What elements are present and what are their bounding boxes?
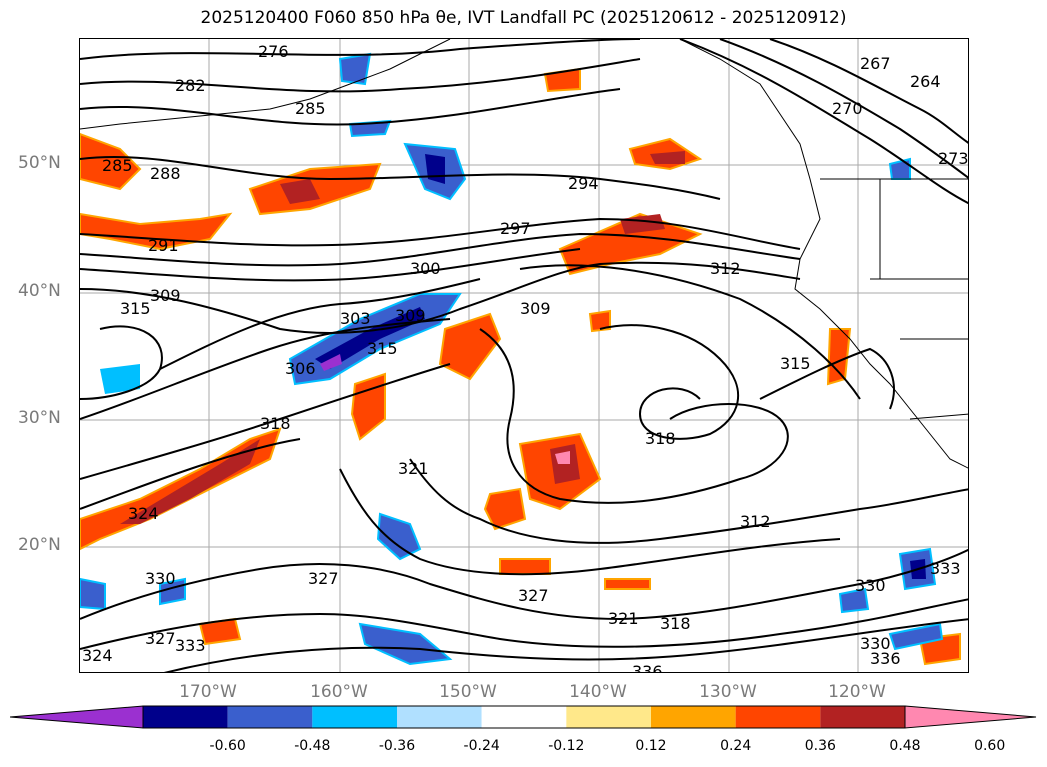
- contour-label: 324: [82, 646, 113, 665]
- contour-label: 318: [260, 414, 291, 433]
- colorbar-segment: [651, 706, 736, 728]
- lon-label: 160°W: [310, 682, 368, 702]
- contour-label: 285: [295, 99, 326, 118]
- contour-label: 303: [340, 309, 371, 328]
- colorbar-tick-label: -0.24: [463, 738, 500, 754]
- colorbar-tick-label: 0.48: [889, 738, 921, 754]
- contour-label: 312: [710, 259, 741, 278]
- lat-label: 50°N: [18, 153, 61, 173]
- map-title: 2025120400 F060 850 hPa θe, IVT Landfall…: [200, 8, 847, 28]
- contour-label: 321: [398, 459, 429, 478]
- contour-label: 321: [608, 609, 639, 628]
- contour-label: 264: [910, 72, 941, 91]
- colorbar-segment: [227, 706, 313, 728]
- contour-label: 330: [145, 569, 176, 588]
- lon-label: 140°W: [569, 682, 627, 702]
- lon-label: 120°W: [828, 682, 886, 702]
- lon-label: 130°W: [699, 682, 757, 702]
- contour-label: 285: [102, 156, 133, 175]
- contour-label: 336: [632, 662, 663, 673]
- colorbar-extend-high: [904, 705, 1037, 729]
- contour-label: 333: [175, 636, 206, 655]
- colorbar-tick-label: 0.12: [635, 738, 667, 754]
- colorbar-tick-label: -0.60: [209, 738, 246, 754]
- contour-labels: 276 282 285 288 285 291 294 297 300 303 …: [82, 42, 969, 673]
- contour-label: 333: [930, 559, 961, 578]
- contour-label: 315: [780, 354, 811, 373]
- colorbar: [10, 705, 1037, 729]
- contour-label: 327: [145, 629, 176, 648]
- contour-label: 309: [150, 286, 181, 305]
- contour-label: 273: [938, 149, 969, 168]
- contour-label: 309: [520, 299, 551, 318]
- contour-label: 267: [860, 54, 891, 73]
- coastlines: [80, 39, 968, 469]
- contour-label: 300: [410, 259, 441, 278]
- contour-label: 309: [395, 306, 426, 325]
- map-canvas: 276 282 285 288 285 291 294 297 300 303 …: [80, 39, 969, 673]
- contour-label: 327: [518, 586, 549, 605]
- lon-label: 170°W: [179, 682, 237, 702]
- colorbar-tick-label: -0.12: [548, 738, 585, 754]
- lat-label: 20°N: [18, 535, 61, 555]
- colorbar-tick-label: -0.48: [294, 738, 331, 754]
- contour-label: 276: [258, 42, 289, 61]
- colorbar-segment: [397, 706, 482, 728]
- lon-label: 150°W: [439, 682, 497, 702]
- contour-label: 297: [500, 219, 531, 238]
- contour-label: 306: [285, 359, 316, 378]
- colorbar-tick-label: 0.36: [804, 738, 836, 754]
- lat-label: 40°N: [18, 281, 61, 301]
- negative-pc-shading: [80, 52, 944, 666]
- colorbar-segment: [143, 706, 228, 728]
- contour-label: 270: [832, 99, 863, 118]
- colorbar-segment: [481, 706, 567, 728]
- colorbar-segment: [566, 706, 651, 728]
- contour-label: 315: [367, 339, 398, 358]
- contour-label: 318: [645, 429, 676, 448]
- contour-label: 318: [660, 614, 691, 633]
- colorbar-segment: [312, 706, 397, 728]
- colorbar-segment: [735, 706, 821, 728]
- colorbar-tick-label: 0.24: [720, 738, 752, 754]
- colorbar-tick-label: -0.36: [378, 738, 416, 754]
- contour-label: 324: [128, 504, 159, 523]
- positive-pc-shading: [80, 67, 961, 666]
- colorbar-frame: [142, 705, 906, 729]
- colorbar-segment: [820, 706, 905, 728]
- colorbar-tick-label: 0.60: [974, 738, 1006, 754]
- map-panel: 276 282 285 288 285 291 294 297 300 303 …: [79, 38, 969, 673]
- contour-label: 336: [870, 649, 901, 668]
- contour-label: 330: [855, 576, 886, 595]
- contour-label: 282: [175, 76, 206, 95]
- contour-label: 327: [308, 569, 339, 588]
- contour-label: 294: [568, 174, 599, 193]
- lat-label: 30°N: [18, 408, 61, 428]
- contour-label: 330: [860, 634, 891, 653]
- contour-label: 291: [148, 236, 179, 255]
- theta-e-contours: [80, 39, 968, 672]
- contour-label: 288: [150, 164, 181, 183]
- colorbar-extend-low: [10, 705, 144, 729]
- contour-label: 315: [120, 299, 151, 318]
- contour-label: 312: [740, 512, 771, 531]
